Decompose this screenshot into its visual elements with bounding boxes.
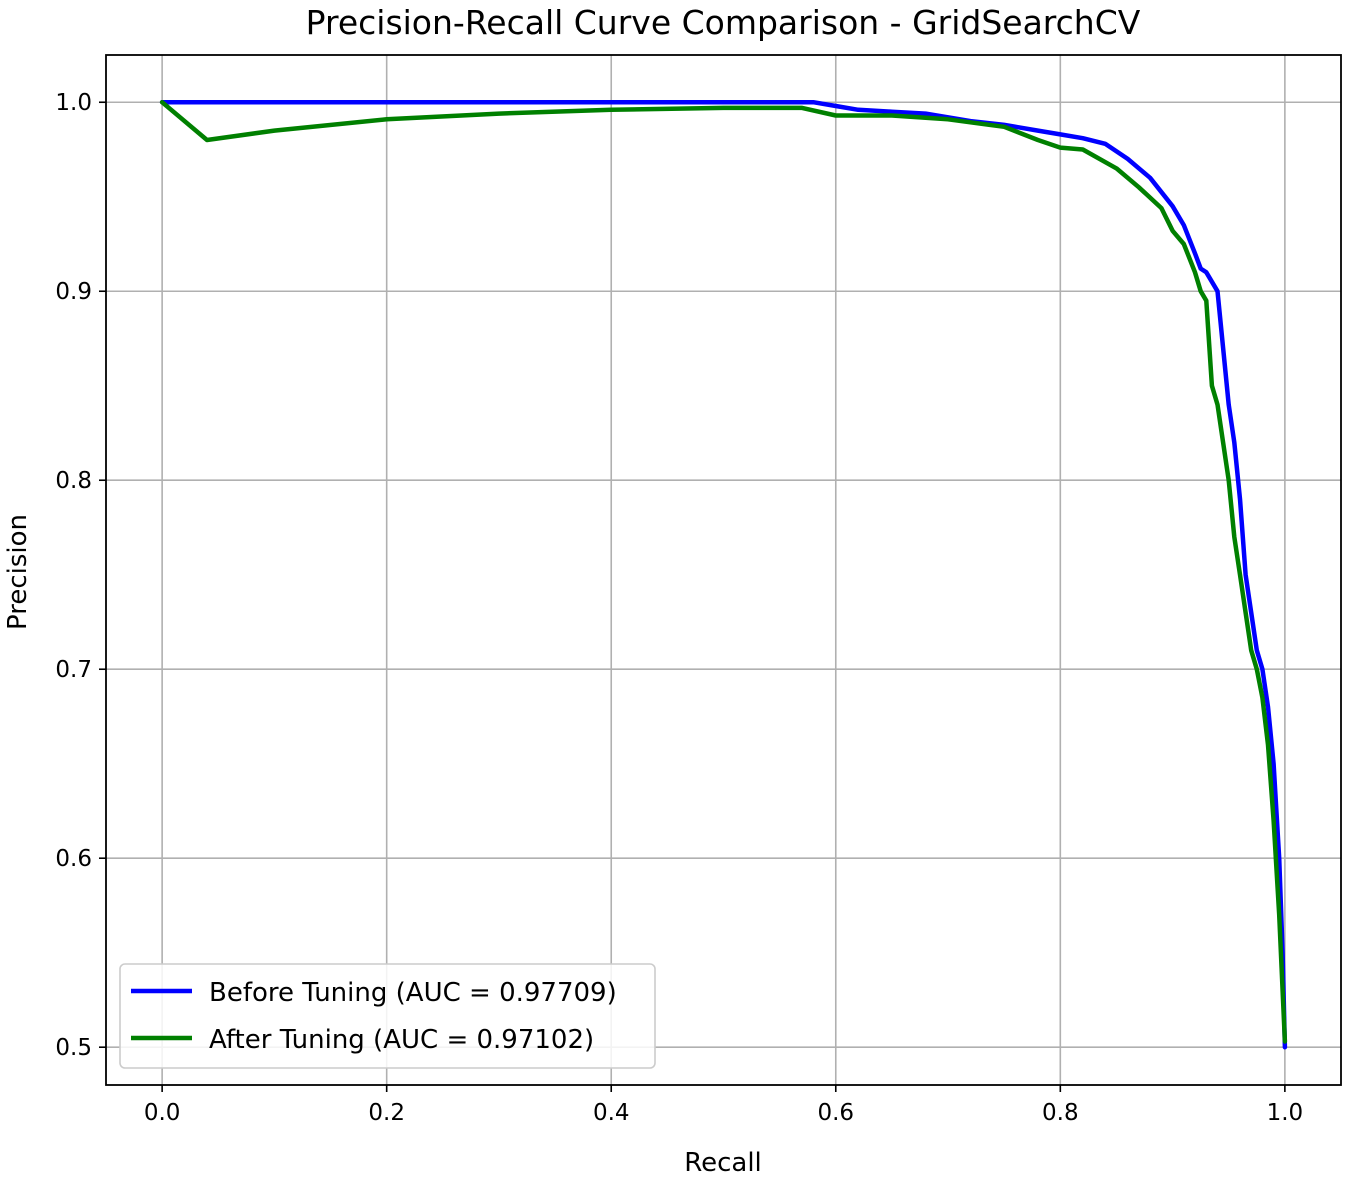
legend-frame [119,963,656,1069]
y-tick-label: 1.0 [55,90,92,116]
plot-frame [105,54,1342,1086]
axis-ticks: 0.0 0.2 0.4 0.6 0.8 1.0 0.5 0.6 0.7 0.8 0.9 1.0 [55,90,1303,1126]
legend: Before Tuning (AUC = 0.97709) After Tuni… [119,963,656,1069]
legend-label-after: After Tuning (AUC = 0.97102) [209,1025,594,1055]
y-tick-label: 0.8 [55,468,92,494]
x-tick-label: 0.6 [817,1100,854,1126]
series-lines [159,99,1288,1050]
x-tick-label: 0.8 [1042,1100,1079,1126]
y-axis-label: Precision [3,514,33,630]
grid-lines [106,55,1341,1085]
x-tick-label: 1.0 [1267,1100,1304,1126]
legend-label-before: Before Tuning (AUC = 0.97709) [209,978,617,1008]
x-tick-label: 0.2 [368,1100,405,1126]
series-line-before-tuning [159,99,1288,1050]
y-tick-label: 0.9 [55,279,92,305]
x-tick-label: 0.4 [593,1100,630,1126]
y-tick-label: 0.7 [55,657,92,683]
chart-title: Precision-Recall Curve Comparison - Grid… [306,3,1141,42]
x-tick-label: 0.0 [144,1100,181,1126]
y-tick-label: 0.5 [55,1035,92,1061]
series-line-after-tuning [159,99,1288,1044]
y-tick-label: 0.6 [55,846,92,872]
x-axis-label: Recall [684,1148,762,1178]
